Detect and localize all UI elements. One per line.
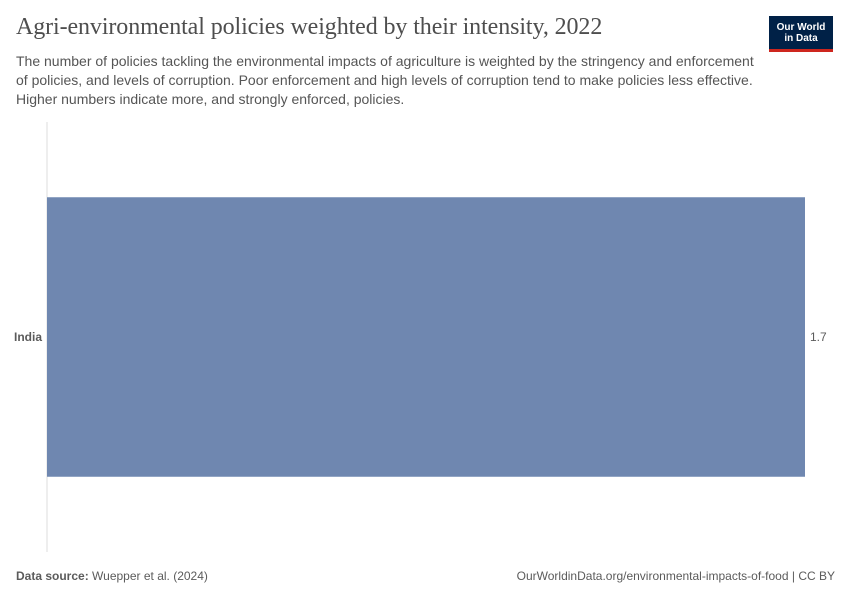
bar-chart: India 1.7 [14,122,827,552]
data-source: Data source: Wuepper et al. (2024) [16,569,208,583]
source-link[interactable]: OurWorldinData.org/environmental-impacts… [516,569,835,583]
bar-india[interactable] [47,197,805,477]
category-label: India [14,330,42,344]
data-source-label: Data source: [16,569,89,583]
data-source-value[interactable]: Wuepper et al. (2024) [92,569,208,583]
chart-subtitle: The number of policies tackling the envi… [16,53,754,107]
owid-logo[interactable]: Our World in Data [769,16,833,52]
chart-title: Agri-environmental policies weighted by … [16,14,603,40]
logo-line-2: in Data [784,32,818,44]
logo-line-1: Our World [776,21,826,33]
value-label: 1.7 [810,330,827,344]
